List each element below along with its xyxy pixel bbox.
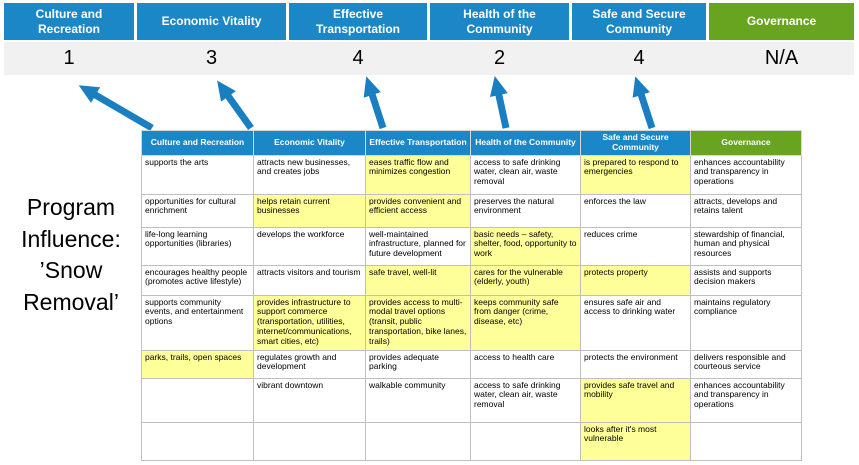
matrix-cell: is prepared to respond to emergencies (580, 154, 691, 195)
matrix-cell: attracts, develops and retains talent (690, 193, 802, 228)
matrix-row-5: supports community events, and entertain… (141, 294, 802, 351)
matrix-cell: provides safe travel and mobility (580, 377, 691, 423)
matrix-header-culture-and-recreation: Culture and Recreation (141, 130, 254, 156)
score-safe-and-secure-community: 4 (633, 47, 645, 69)
matrix-cell: encourages healthy people (promotes acti… (141, 264, 254, 296)
matrix-row-1: supports the arts attracts new businesses… (141, 154, 802, 195)
matrix-row-7: vibrant downtown walkable community access… (141, 377, 802, 423)
score-health-of-the-community: 2 (493, 47, 506, 69)
matrix-cell: keeps community safe from danger (crime,… (470, 294, 581, 351)
matrix-row-2: opportunities for cultural enrichment hel… (141, 193, 802, 228)
matrix-row-8: looks after it's most vulnerable (141, 421, 802, 461)
matrix-cell: provides adequate parking (365, 349, 471, 379)
matrix-cell: reduces crime (580, 226, 691, 266)
pillar-banner: Culture and Recreation Economic Vitality E… (4, 3, 854, 40)
matrix-cell: provides infrastructure to support comme… (253, 294, 366, 351)
matrix-cell (365, 421, 471, 461)
matrix-cell: provides access to multi-modal travel op… (365, 294, 471, 351)
matrix-cell: develops the workforce (253, 226, 366, 266)
matrix-cell (253, 421, 366, 461)
matrix-cell: eases traffic flow and minimizes congest… (365, 154, 471, 195)
matrix-header-health-of-the-community: Health of the Community (470, 130, 581, 156)
matrix-cell: life-long learning opportunities (librar… (141, 226, 254, 266)
score-row: 1 3 4 2 4 N/A (4, 42, 854, 75)
matrix-body: supports the arts attracts new businesses… (141, 154, 802, 461)
influence-arrow (632, 76, 656, 130)
matrix-cell: well-maintained infrastructure, planned … (365, 226, 471, 266)
matrix-cell: parks, trails, open spaces (141, 349, 254, 379)
matrix-cell: ensures safe air and access to drinking … (580, 294, 691, 351)
matrix-cell: looks after it's most vulnerable (580, 421, 691, 461)
pillar-economic-vitality: Economic Vitality (137, 3, 286, 40)
matrix-cell: attracts new businesses, and creates job… (253, 154, 366, 195)
matrix-cell (141, 377, 254, 423)
matrix-row-3: life-long learning opportunities (librar… (141, 226, 802, 266)
matrix-cell: enhances accountability and transparency… (690, 377, 802, 423)
influence-matrix: Culture and Recreation Economic Vitality E… (141, 130, 802, 461)
score-culture-and-recreation: 1 (63, 47, 75, 69)
matrix-cell: access to safe drinking water, clean air… (470, 377, 581, 423)
matrix-cell: enhances accountability and transparency… (690, 154, 802, 195)
matrix-cell: opportunities for cultural enrichment (141, 193, 254, 228)
pillar-effective-transportation: Effective Transportation (289, 3, 427, 40)
matrix-cell (141, 421, 254, 461)
matrix-row-4: encourages healthy people (promotes acti… (141, 264, 802, 296)
matrix-cell: basic needs – safety, shelter, food, opp… (470, 226, 581, 266)
score-effective-transportation: 4 (352, 47, 364, 69)
pillar-culture-and-recreation: Culture and Recreation (4, 3, 134, 40)
matrix-head-row: Culture and Recreation Economic Vitality E… (141, 130, 802, 156)
matrix-cell: regulates growth and development (253, 349, 366, 379)
arrows-layer (78, 75, 656, 132)
pillar-health-of-the-community: Health of the Community (430, 3, 569, 40)
matrix-header-safe-and-secure-community: Safe and Secure Community (580, 130, 691, 156)
influence-arrow (217, 80, 254, 131)
matrix-cell: supports the arts (141, 154, 254, 195)
influence-arrow (489, 75, 510, 129)
matrix-cell (690, 421, 802, 461)
score-governance: N/A (764, 47, 799, 69)
matrix-cell: cares for the vulnerable (elderly, youth… (470, 264, 581, 296)
matrix-cell: assists and supports decision makers (690, 264, 802, 296)
matrix-cell: vibrant downtown (253, 377, 366, 423)
program-title: Program Influence: ’Snow Removal’ (21, 194, 121, 316)
matrix-cell: protects property (580, 264, 691, 296)
matrix-row-6: parks, trails, open spaces regulates grow… (141, 349, 802, 379)
pillar-safe-and-secure-community: Safe and Secure Community (572, 3, 706, 40)
matrix-cell: stewardship of financial, human and phys… (690, 226, 802, 266)
matrix-cell: enforces the law (580, 193, 691, 228)
matrix-cell: walkable community (365, 377, 471, 423)
matrix-header-governance: Governance (690, 130, 802, 156)
matrix-cell: helps retain current businesses (253, 193, 366, 228)
matrix-header-economic-vitality: Economic Vitality (253, 130, 366, 156)
matrix-cell: provides convenient and efficient access (365, 193, 471, 228)
matrix-cell: preserves the natural environment (470, 193, 581, 228)
matrix-cell: delivers responsible and courteous servi… (690, 349, 802, 379)
matrix-header-effective-transportation: Effective Transportation (365, 130, 471, 156)
influence-arrow (363, 76, 387, 130)
matrix-cell (470, 421, 581, 461)
matrix-cell: maintains regulatory compliance (690, 294, 802, 351)
score-economic-vitality: 3 (205, 47, 218, 69)
matrix-cell: safe travel, well-lit (365, 264, 471, 296)
influence-arrow (78, 85, 154, 132)
matrix-cell: access to safe drinking water, clean air… (470, 154, 581, 195)
pillar-governance: Governance (709, 3, 854, 40)
matrix-cell: attracts visitors and tourism (253, 264, 366, 296)
matrix-cell: supports community events, and entertain… (141, 294, 254, 351)
matrix-cell: access to health care (470, 349, 581, 379)
matrix-cell: protects the environment (580, 349, 691, 379)
